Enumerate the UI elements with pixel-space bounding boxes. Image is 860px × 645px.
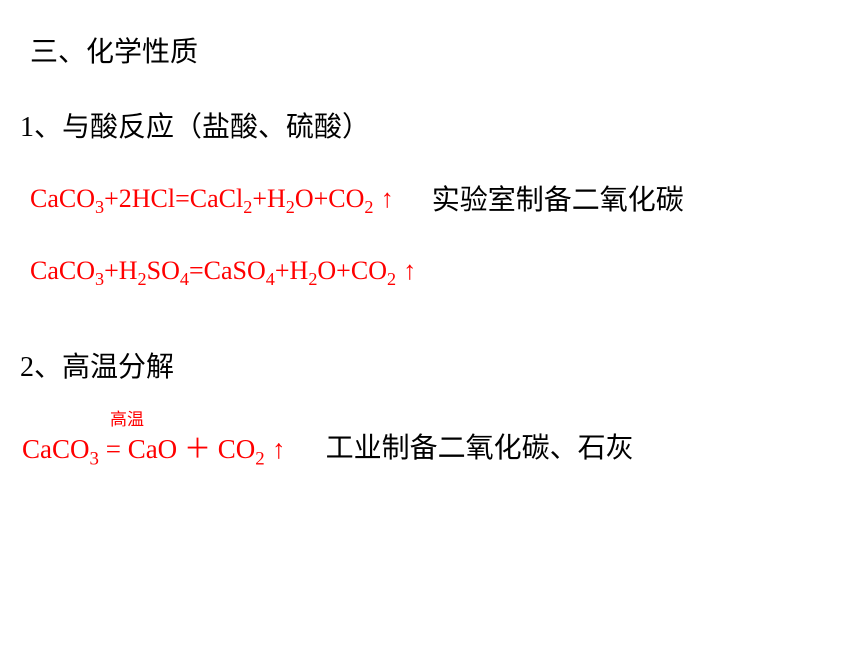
eq1-p2: +2HCl=CaCl [104,184,243,213]
eq3-p1: CaCO [22,434,90,464]
eq2-arrow: ↑ [396,255,416,285]
eq2-s4: 4 [266,269,275,289]
eq3-p2: CaO [128,434,178,464]
eq2-p3: SO [147,256,180,285]
eq2-p1: CaCO [30,256,95,285]
equation-3-note: 工业制备二氧化碳、石灰 [326,426,634,466]
eq3-eq: = [99,434,128,464]
eq1-p4: O+CO [295,184,365,213]
section-title: 三、化学性质 [30,30,198,70]
eq3-s2: 2 [255,448,264,469]
eq2-p6: O+CO [317,256,387,285]
eq2-p2: +H [104,256,137,285]
equation-3: CaCO3 = CaO ＋ CO2 ↑ [22,427,286,466]
eq1-s4: 2 [364,197,373,217]
eq1-s1: 3 [95,197,104,217]
eq1-p1: CaCO [30,184,95,213]
eq2-s3: 4 [180,269,189,289]
eq2-p5: +H [275,256,308,285]
equation-1-row: CaCO3+2HCl=CaCl2+H2O+CO2 ↑ 实验室制备二氧化碳 [30,178,684,218]
item1-heading: 1、与酸反应（盐酸、硫酸） [20,105,370,145]
eq1-arrow: ↑ [374,183,394,213]
eq2-s1: 3 [95,269,104,289]
eq3-p3: CO [218,434,256,464]
equation-3-row: CaCO3 = CaO ＋ CO2 ↑ 工业制备二氧化碳、石灰 [22,426,634,466]
eq1-s3: 2 [286,197,295,217]
eq1-s2: 2 [243,197,252,217]
equation-2: CaCO3+H2SO4=CaSO4+H2O+CO2 ↑ [30,255,416,286]
equation-1: CaCO3+2HCl=CaCl2+H2O+CO2 ↑ [30,183,394,214]
eq2-s2: 2 [138,269,147,289]
eq1-p3: +H [252,184,285,213]
eq2-s6: 2 [387,269,396,289]
eq2-p4: =CaSO [189,256,266,285]
item2-heading: 2、高温分解 [20,345,174,385]
equation-1-note: 实验室制备二氧化碳 [432,178,684,218]
eq3-arrow: ↑ [265,434,286,464]
eq3-s1: 3 [90,448,99,469]
eq3-plus: ＋ [177,434,218,464]
